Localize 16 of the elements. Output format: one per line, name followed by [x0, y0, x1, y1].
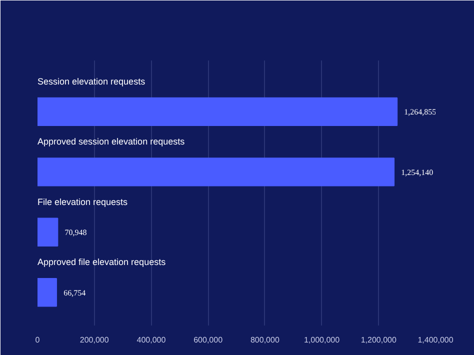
y-tick-label: Approved file elevation requests — [38, 257, 166, 268]
y-tick-label: Approved session elevation requests — [38, 136, 186, 147]
data-label: 70,948 — [64, 228, 87, 238]
x-tick-label: 1,200,000 — [360, 336, 397, 344]
x-tick-label: 400,000 — [136, 336, 166, 344]
x-tick-label: 600,000 — [194, 336, 224, 344]
x-tick-label: 800,000 — [250, 336, 280, 344]
x-tick-label: 1,400,000 — [418, 336, 454, 344]
y-tick-label: Session elevation requests — [38, 76, 146, 86]
data-label: 1,264,855 — [404, 108, 436, 117]
y-tick-label: File elevation requests — [38, 196, 128, 207]
x-tick-label: 0 — [35, 336, 40, 344]
data-label: 1,254,140 — [401, 168, 434, 177]
data-label: 66,754 — [64, 288, 86, 298]
x-tick-label: 200,000 — [80, 336, 110, 344]
x-tick-label: 1,000,000 — [304, 336, 340, 344]
